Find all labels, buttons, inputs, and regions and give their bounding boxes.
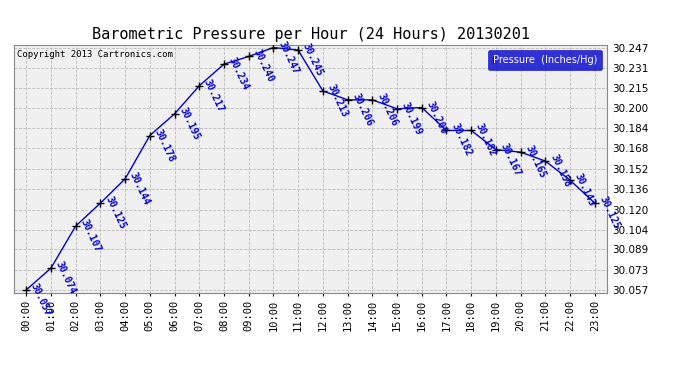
Text: 30.167: 30.167: [499, 141, 523, 177]
Text: 30.158: 30.158: [548, 153, 572, 189]
Text: Copyright 2013 Cartronics.com: Copyright 2013 Cartronics.com: [17, 50, 172, 59]
Text: 30.182: 30.182: [474, 122, 498, 158]
Text: 30.144: 30.144: [128, 171, 152, 207]
Text: 30.165: 30.165: [524, 144, 547, 180]
Text: 30.213: 30.213: [326, 82, 350, 119]
Text: 30.234: 30.234: [227, 56, 250, 92]
Text: 30.057: 30.057: [29, 282, 53, 318]
Text: 30.143: 30.143: [573, 172, 597, 208]
Text: 30.200: 30.200: [424, 99, 448, 135]
Text: 30.125: 30.125: [103, 195, 127, 231]
Legend: Pressure  (Inches/Hg): Pressure (Inches/Hg): [489, 50, 602, 70]
Text: 30.195: 30.195: [177, 105, 201, 142]
Text: 30.178: 30.178: [152, 127, 177, 164]
Text: 30.240: 30.240: [251, 48, 275, 84]
Text: 30.217: 30.217: [202, 77, 226, 114]
Text: 30.107: 30.107: [79, 218, 102, 254]
Text: 30.125: 30.125: [598, 195, 622, 231]
Text: 30.245: 30.245: [301, 42, 325, 78]
Text: 30.247: 30.247: [276, 39, 300, 75]
Text: 30.206: 30.206: [351, 92, 375, 128]
Title: Barometric Pressure per Hour (24 Hours) 20130201: Barometric Pressure per Hour (24 Hours) …: [92, 27, 529, 42]
Text: 30.206: 30.206: [375, 92, 399, 128]
Text: 30.074: 30.074: [54, 260, 78, 296]
Text: 30.182: 30.182: [449, 122, 473, 158]
Text: 30.199: 30.199: [400, 100, 424, 136]
